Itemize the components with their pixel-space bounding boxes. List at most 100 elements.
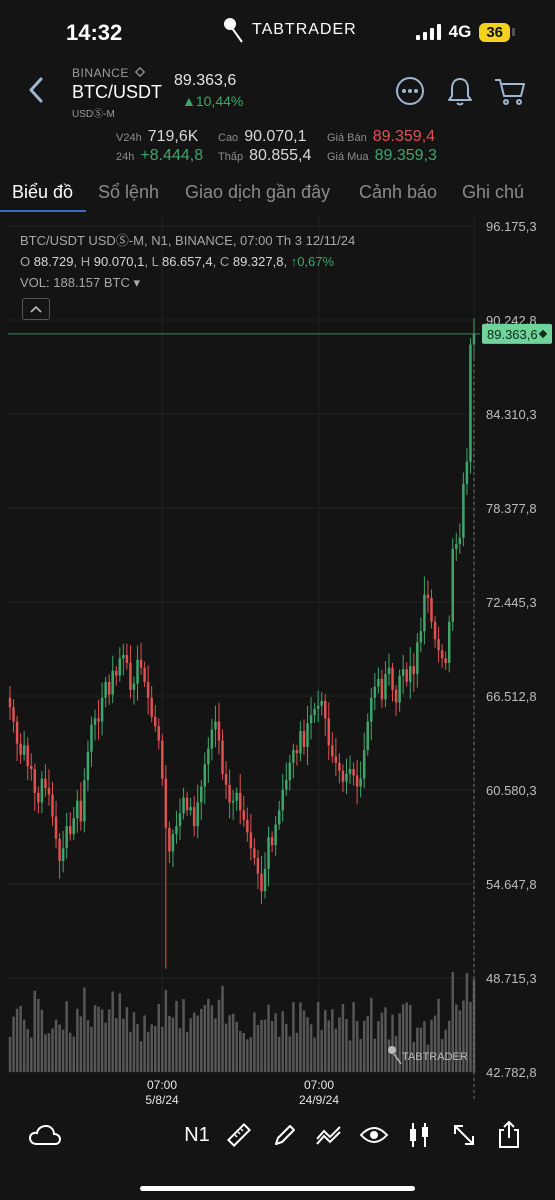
candle-body	[26, 745, 29, 766]
candle-body	[72, 818, 75, 835]
pencil-icon	[275, 1125, 295, 1145]
draw-button[interactable]	[268, 1118, 302, 1152]
volume-bar	[419, 1027, 423, 1072]
candle-body	[164, 778, 168, 828]
candle-body	[469, 344, 472, 462]
exchange-label: BINANCE	[72, 66, 162, 80]
candle-body	[217, 721, 221, 741]
tab-notes[interactable]: Ghi chú	[462, 182, 525, 202]
candle-body	[419, 631, 423, 643]
chart-canvas[interactable]: 96.175,390.242,884.310,378.377,872.445,3…	[0, 216, 555, 1108]
alerts-button[interactable]	[443, 74, 477, 108]
candle-body	[22, 745, 26, 755]
volume-bar	[370, 997, 373, 1072]
candle-body	[125, 655, 129, 663]
price-block: 89.363,6 ▲10,44%	[174, 72, 243, 109]
fullscreen-button[interactable]	[447, 1118, 481, 1152]
collapse-legend-button[interactable]	[22, 298, 50, 320]
measure-button[interactable]	[222, 1118, 256, 1152]
volume-bar	[409, 1004, 412, 1072]
candle-body	[267, 837, 270, 869]
candle-body	[270, 837, 274, 846]
stat-bid: Giá Mua 89.359,3	[327, 147, 437, 164]
stat-change-24h: 24h +8.444,8	[116, 147, 204, 164]
volume-bar	[54, 1019, 58, 1072]
candle-body	[97, 718, 100, 722]
volume-bar	[313, 1037, 316, 1072]
volume-bar	[380, 1012, 384, 1072]
candle-body	[93, 718, 97, 725]
candle-body	[33, 769, 37, 793]
volume-bar	[416, 1027, 419, 1072]
volume-bar	[161, 1026, 164, 1072]
candle-body	[458, 537, 462, 545]
volume-bar	[320, 1030, 323, 1072]
candle-body	[47, 788, 51, 795]
tab-alerts[interactable]: Cảnh báo	[359, 182, 438, 202]
price-chart[interactable]: 96.175,3 90.242,8 84.310,3 78.377,8 72.445,3…	[0, 216, 555, 1108]
candle-body	[292, 750, 295, 763]
volume-bar	[83, 987, 86, 1072]
volume-bar	[51, 1028, 54, 1072]
candle-body	[437, 639, 440, 651]
candle-body	[79, 800, 83, 822]
volume-bar	[309, 1024, 313, 1072]
chart-type-button[interactable]	[402, 1118, 436, 1152]
candle-body	[246, 819, 249, 833]
candle-body	[462, 483, 465, 538]
volume-bar	[334, 1028, 338, 1072]
candle-body	[323, 700, 327, 719]
volume-bar	[68, 1032, 72, 1072]
volume-bar	[175, 1000, 178, 1072]
eye-icon	[359, 1127, 389, 1143]
volume-bar	[76, 1008, 79, 1072]
volume-bar	[214, 1018, 217, 1072]
tab-recent-trades[interactable]: Giao dịch gần đây	[185, 182, 331, 202]
candle-body	[249, 832, 253, 849]
y-tick-label: 54.647,8	[486, 877, 537, 892]
volume-bar	[182, 999, 185, 1072]
candle-body	[412, 666, 416, 675]
candle-body	[235, 792, 238, 801]
candle-body	[210, 729, 214, 749]
x-tick-date: 5/8/24	[145, 1093, 179, 1107]
candle-body	[157, 726, 161, 741]
volume-bar	[405, 1002, 408, 1072]
candle-body	[129, 662, 132, 690]
volume-bar	[22, 1019, 26, 1072]
more-button[interactable]	[393, 74, 427, 108]
volume-bar	[132, 1012, 136, 1072]
candle-body	[391, 667, 394, 690]
candle-body	[136, 659, 139, 684]
tab-chart[interactable]: Biểu đồ	[12, 182, 74, 202]
chevron-left-icon	[29, 77, 43, 103]
candle-body	[104, 681, 107, 698]
candle-body	[327, 718, 331, 746]
pair-selector[interactable]: BINANCE BTC/USDT USDⓈ-M	[72, 66, 162, 120]
volume-bar	[47, 1033, 51, 1072]
candle-body	[285, 780, 288, 790]
tab-order-book[interactable]: Sổ lệnh	[98, 182, 160, 202]
network-type: 4G	[448, 22, 472, 41]
chevron-up-icon	[30, 305, 42, 313]
candle-body	[44, 778, 47, 789]
volume-bar	[30, 1037, 33, 1072]
candle-body	[309, 715, 313, 724]
candle-body	[451, 548, 454, 622]
cart-button[interactable]	[493, 74, 527, 108]
candle-body	[90, 724, 93, 752]
volume-bar	[200, 1008, 203, 1072]
interval-button[interactable]: N1	[180, 1118, 214, 1152]
indicators-button[interactable]	[312, 1118, 346, 1152]
ohlc-line: O 88.729, H 90.070,1, L 86.657,4, C 89.3…	[20, 254, 335, 269]
cloud-button[interactable]	[28, 1118, 62, 1152]
volume-bar	[19, 1006, 22, 1072]
stat-volume-24h: V24h 719,6K	[116, 128, 199, 145]
candle-body	[178, 813, 182, 827]
back-button[interactable]	[18, 72, 54, 108]
share-button[interactable]	[492, 1118, 526, 1152]
tabtrader-logo-text: TABTRADER	[252, 21, 357, 38]
candle-body	[61, 848, 65, 861]
visibility-button[interactable]	[357, 1118, 391, 1152]
candle-body	[465, 461, 469, 484]
